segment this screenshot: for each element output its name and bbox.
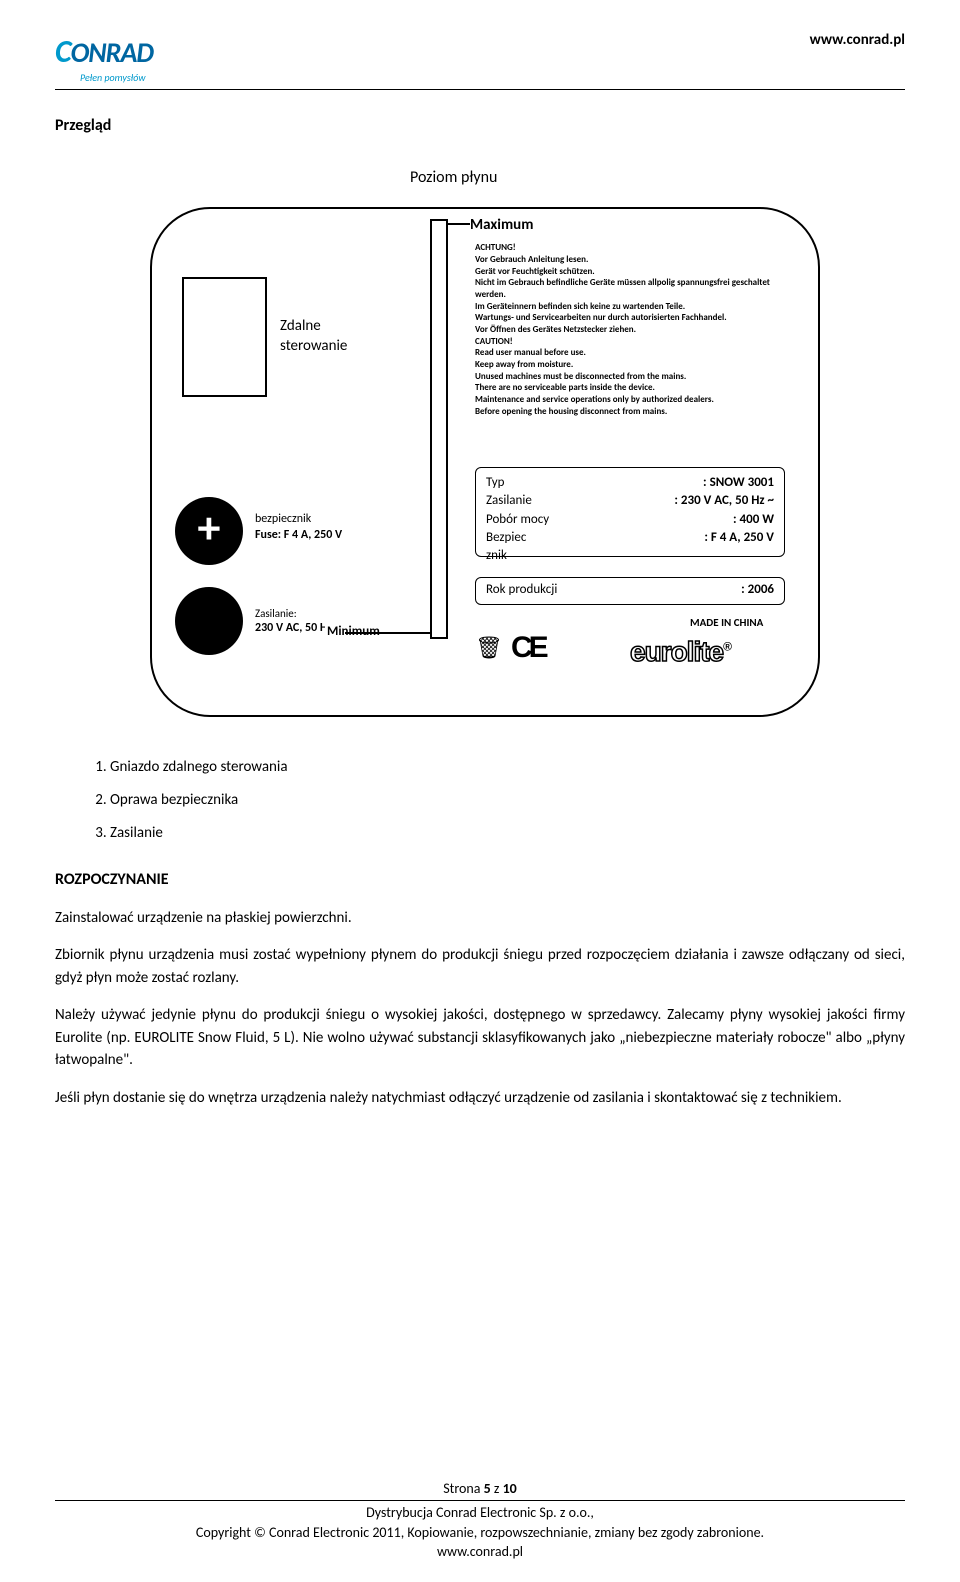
fuse-label: bezpiecznik Fuse: F 4 A, 250 V [255, 512, 342, 543]
logo-tagline: Pełen pomysłów [80, 71, 153, 85]
paragraph: Zainstalować urządzenie na płaskiej powi… [55, 907, 905, 930]
paragraph: Należy używać jedynie płynu do produkcji… [55, 1004, 905, 1072]
ce-icon: CE [511, 627, 545, 669]
footer-divider [55, 1500, 905, 1501]
min-line [345, 632, 430, 634]
made-in-label: MADE IN CHINA [690, 615, 763, 630]
level-gauge [430, 219, 448, 639]
fluid-level-label: Poziom płynu [410, 167, 497, 189]
remote-socket [182, 277, 267, 397]
maximum-label: Maximum [470, 215, 533, 236]
fuse-icon: + [175, 497, 243, 565]
list-item: Zasilanie [110, 823, 905, 844]
header-divider [55, 89, 905, 90]
footer-copy: Copyright © Conrad Electronic 2011, Kopi… [55, 1523, 905, 1543]
warning-text: ACHTUNG! Vor Gebrauch Anleitung lesen. G… [475, 242, 785, 417]
page-header: CONRAD Pełen pomysłów www.conrad.pl [55, 30, 905, 85]
paragraph: Zbiornik płynu urządzenia musi zostać wy… [55, 944, 905, 989]
logo-text: CONRAD [55, 30, 153, 75]
overview-list: Gniazdo zdalnego sterowania Oprawa bezpi… [110, 757, 905, 844]
power-label: Zasilanie: 230 V AC, 50 Hz [255, 607, 332, 637]
page-footer: Strona 5 z 10 Dystrybucja Conrad Electro… [55, 1479, 905, 1562]
section-title: Przegląd [55, 115, 905, 137]
starting-heading: ROZPOCZYNANIE [55, 869, 905, 891]
paragraph: Jeśli płyn dostanie się do wnętrza urząd… [55, 1087, 905, 1110]
weee-icon: 🗑 [475, 633, 503, 664]
spec-box: Typ: SNOW 3001 Zasilanie: 230 V AC, 50 H… [475, 467, 785, 557]
page-number: Strona 5 z 10 [55, 1479, 905, 1499]
device-diagram: Poziom płynu Maximum Zdalne sterowanie +… [130, 167, 830, 727]
list-item: Gniazdo zdalnego sterowania [110, 757, 905, 778]
header-url: www.conrad.pl [810, 30, 905, 51]
cert-icons: 🗑 CE [475, 627, 545, 669]
power-socket-icon [175, 587, 243, 655]
footer-url: www.conrad.pl [55, 1542, 905, 1562]
footer-dist: Dystrybucja Conrad Electronic Sp. z o.o.… [55, 1503, 905, 1523]
list-item: Oprawa bezpiecznika [110, 790, 905, 811]
remote-label: Zdalne sterowanie [280, 317, 347, 356]
conrad-logo: CONRAD Pełen pomysłów [55, 30, 153, 85]
year-box: Rok produkcji : 2006 [475, 577, 785, 605]
max-line [448, 223, 470, 225]
eurolite-logo: eurolite® [630, 632, 731, 671]
